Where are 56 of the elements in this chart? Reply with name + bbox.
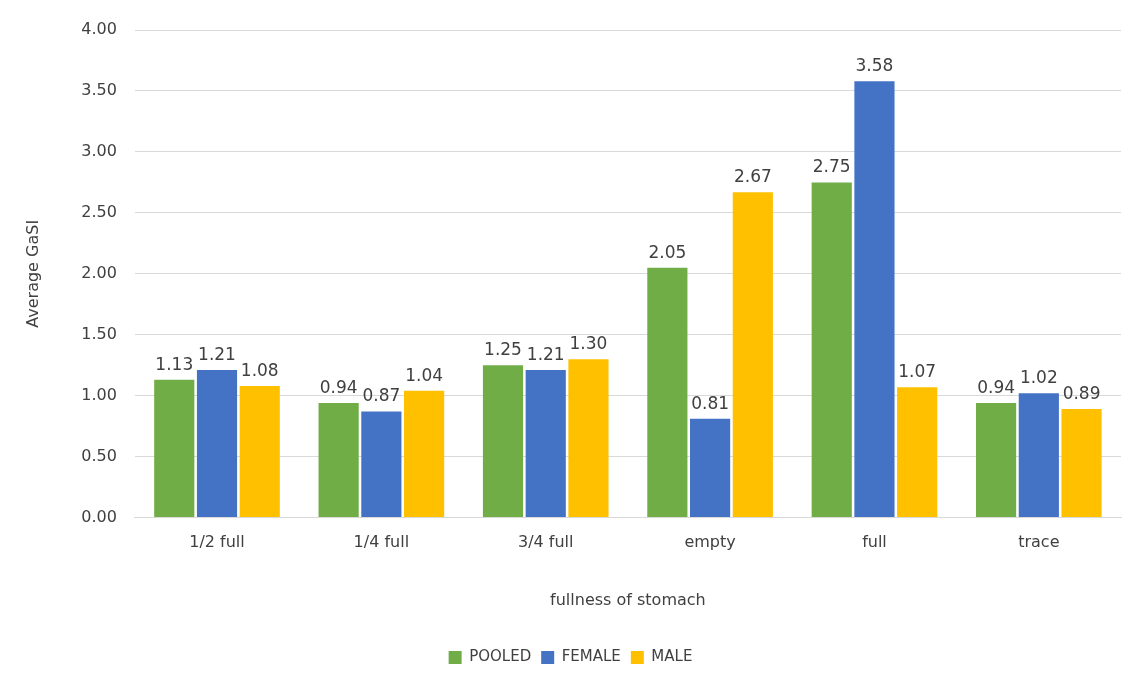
x-tick-label: 3/4 full — [517, 532, 574, 552]
y-tick-label: 1.00 — [81, 384, 117, 404]
y-tick-label: 3.00 — [81, 141, 117, 161]
x-tick-label: 1/2 full — [189, 532, 245, 552]
y-tick-label: 1.50 — [81, 323, 117, 343]
y-tick-label: 0.00 — [81, 506, 117, 526]
y-tick-label: 3.50 — [81, 80, 117, 100]
bar — [732, 192, 773, 518]
data-label: 1.07 — [898, 361, 937, 382]
bar — [154, 379, 195, 518]
data-label: 1.21 — [198, 344, 236, 365]
bar — [690, 418, 731, 518]
bar — [361, 411, 402, 518]
data-label: 2.75 — [812, 156, 851, 177]
bar — [239, 385, 280, 518]
data-label: 1.25 — [484, 339, 522, 360]
bar — [568, 359, 609, 518]
bar — [1061, 409, 1102, 518]
x-tick-label: 1/4 full — [353, 532, 410, 552]
data-label: 1.13 — [155, 353, 194, 374]
x-tick-label: full — [862, 532, 887, 552]
bar — [196, 370, 238, 518]
x-axis-title: fullness of stomach — [550, 589, 706, 609]
bar — [404, 390, 445, 518]
legend-label: POOLED — [469, 647, 532, 666]
bar — [482, 365, 524, 518]
data-label: 0.81 — [691, 392, 730, 413]
data-label: 3.58 — [855, 55, 894, 76]
y-tick-label: 2.50 — [81, 202, 117, 222]
bar — [525, 370, 566, 518]
bar — [318, 403, 359, 518]
y-tick-label: 2.00 — [81, 262, 117, 282]
data-label: 1.21 — [526, 344, 565, 365]
y-tick-label: 4.00 — [81, 19, 117, 39]
bar — [811, 182, 852, 518]
y-tick-label: 0.50 — [81, 445, 117, 465]
data-label: 1.04 — [405, 364, 444, 385]
data-label: 2.67 — [733, 166, 772, 187]
data-label: 2.05 — [648, 241, 687, 262]
x-tick-label: trace — [1018, 532, 1060, 552]
bar — [976, 403, 1017, 518]
data-label: 0.94 — [319, 376, 358, 397]
legend-label: FEMALE — [561, 647, 621, 666]
data-label: 1.30 — [569, 333, 608, 354]
data-label: 0.94 — [977, 376, 1016, 397]
bar — [854, 81, 895, 518]
legend-label: MALE — [651, 647, 693, 666]
data-label: 1.02 — [1019, 367, 1058, 388]
bar — [647, 267, 688, 518]
y-axis-title: Average GaSI — [22, 219, 42, 328]
x-tick-label: empty — [684, 532, 736, 552]
bar — [897, 387, 938, 518]
data-label: 0.89 — [1062, 383, 1101, 404]
data-label: 0.87 — [362, 385, 401, 406]
data-label: 1.08 — [240, 359, 279, 380]
bar — [1018, 393, 1059, 518]
